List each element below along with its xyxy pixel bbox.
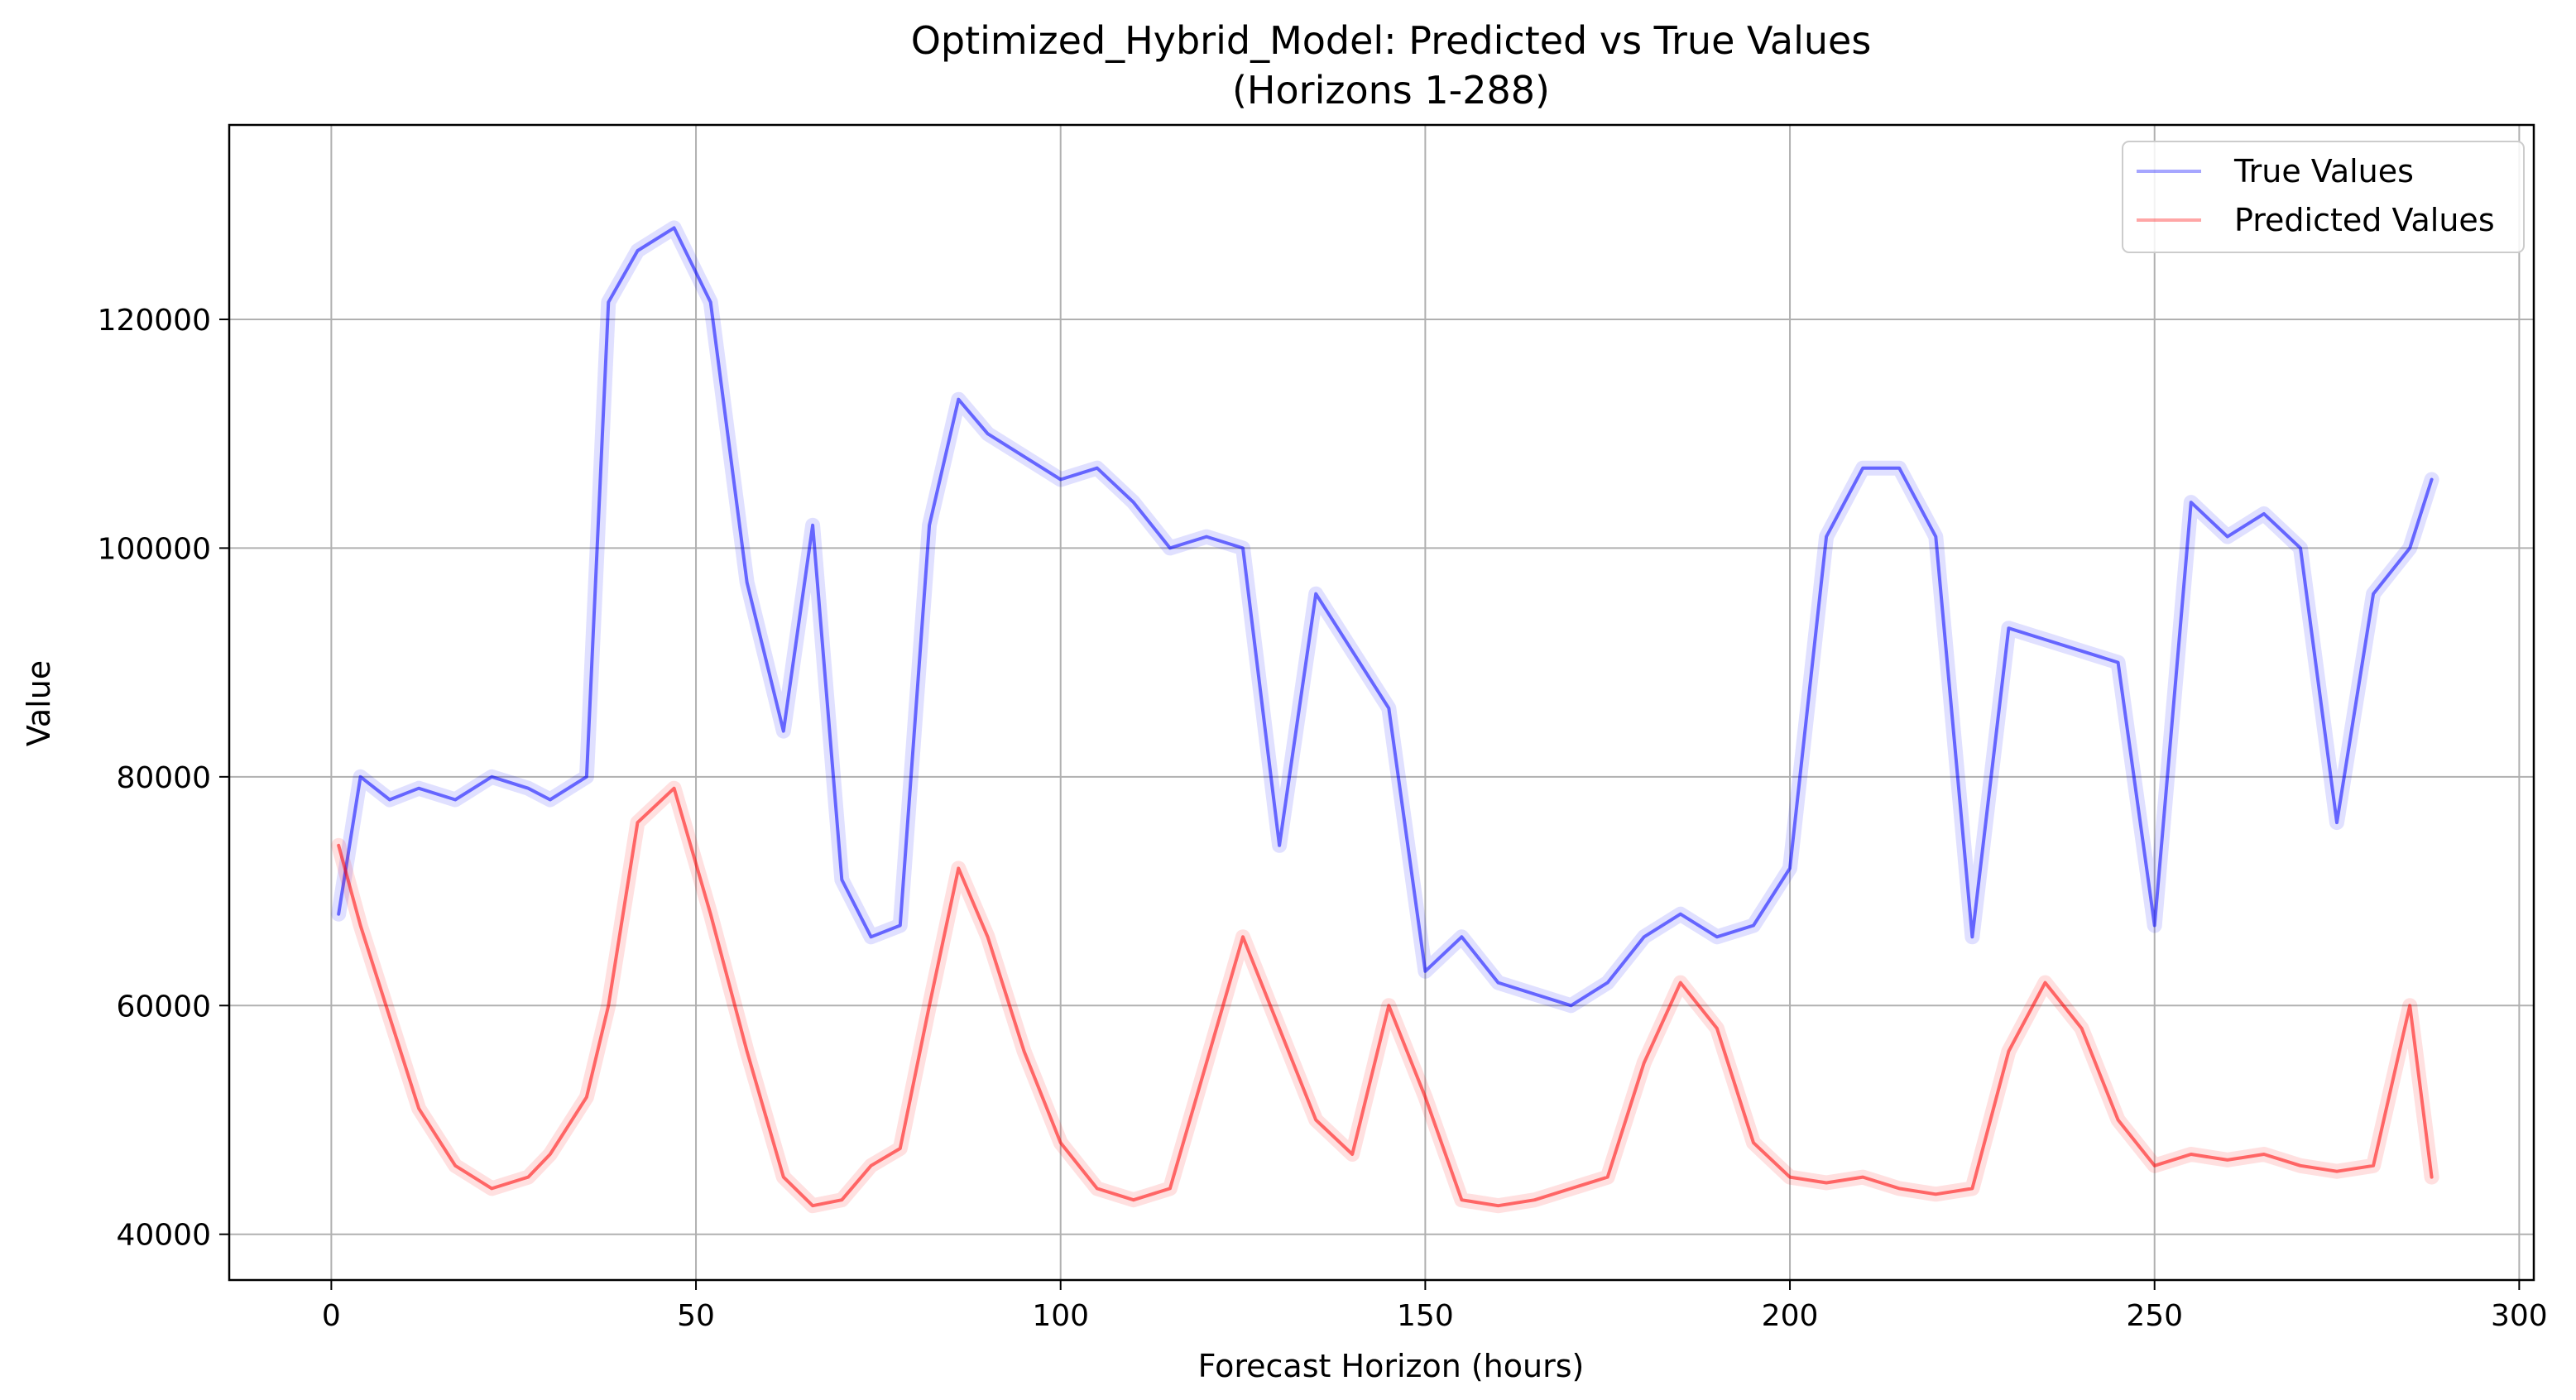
x-tick-label: 250 (2126, 1299, 2183, 1333)
x-tick-label: 0 (322, 1299, 341, 1333)
grid (229, 125, 2534, 1280)
series-layer (331, 220, 2439, 1214)
true-values-line (337, 226, 2434, 1008)
legend-label-true: True Values (2233, 153, 2414, 189)
plot-background (229, 125, 2534, 1280)
x-tick-label: 50 (677, 1299, 715, 1333)
x-tick-label: 200 (1762, 1299, 1819, 1333)
y-tick-label: 80000 (116, 761, 211, 795)
y-tick-label: 40000 (116, 1219, 211, 1253)
y-tick-label: 60000 (116, 990, 211, 1024)
legend-box (2122, 141, 2525, 253)
legend: True Values Predicted Values (2122, 141, 2525, 253)
x-tick-label: 150 (1397, 1299, 1454, 1333)
legend-label-predicted: Predicted Values (2234, 202, 2495, 238)
y-tick-label: 100000 (98, 532, 211, 566)
x-tick-label: 300 (2491, 1299, 2548, 1333)
y-tick-label: 120000 (98, 304, 211, 338)
plot-area: 0 50 100 150 200 250 300 40000 60000 80000 100000 1… (98, 123, 2548, 1333)
predicted-values-line (337, 786, 2434, 1208)
x-tick-label: 100 (1032, 1299, 1089, 1333)
x-axis-title: Forecast Horizon (hours) (1198, 1348, 1585, 1384)
chart-subtitle: (Horizons 1-288) (1232, 68, 1550, 113)
ticks: 0 50 100 150 200 250 300 40000 60000 80000 100000 1… (98, 304, 2548, 1333)
chart-title: Optimized_Hybrid_Model: Predicted vs Tru… (911, 18, 1872, 63)
plot-frame (228, 123, 2535, 1282)
y-axis-title: Value (21, 660, 57, 746)
